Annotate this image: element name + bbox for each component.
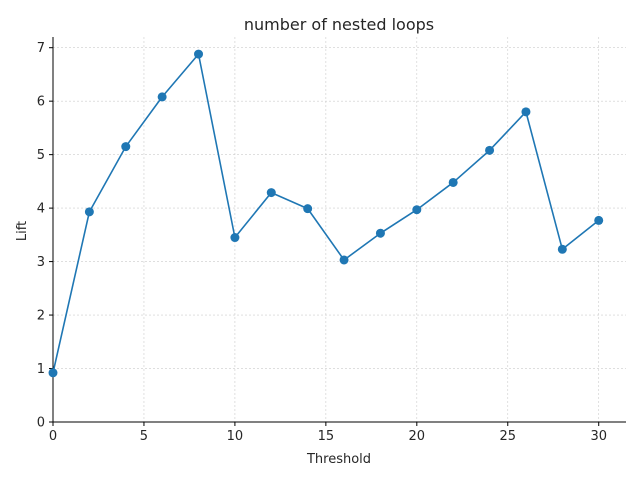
x-tick-label: 10 <box>227 429 244 444</box>
x-tick-label: 15 <box>318 429 335 444</box>
y-tick-label: 1 <box>37 362 45 377</box>
x-tick-label: 0 <box>49 429 57 444</box>
data-point <box>594 215 604 225</box>
series-line <box>52 53 600 373</box>
data-point <box>485 145 495 155</box>
y-tick-label: 6 <box>37 95 45 110</box>
data-point <box>157 92 167 102</box>
data-point <box>375 228 385 238</box>
x-axis-label: Threshold <box>306 452 371 467</box>
axes <box>52 37 626 423</box>
data-point <box>48 368 58 378</box>
y-axis-ticks: 0 1 2 3 4 5 6 7 <box>37 41 53 431</box>
data-point <box>448 177 458 187</box>
y-tick-label: 7 <box>37 41 45 56</box>
data-point <box>412 205 422 215</box>
y-tick-label: 0 <box>37 416 45 431</box>
x-tick-label: 30 <box>590 429 607 444</box>
data-point <box>339 255 349 265</box>
x-tick-label: 5 <box>140 429 148 444</box>
data-series <box>48 49 604 378</box>
y-tick-label: 4 <box>37 202 45 217</box>
y-axis-label: Lift <box>15 221 30 241</box>
data-point <box>303 204 313 214</box>
y-tick-label: 3 <box>37 255 45 270</box>
y-tick-label: 2 <box>37 309 45 324</box>
data-point <box>557 244 567 254</box>
data-point <box>121 142 131 152</box>
y-tick-label: 5 <box>37 148 45 163</box>
data-point <box>521 107 531 117</box>
x-tick-label: 20 <box>409 429 426 444</box>
data-point <box>230 233 240 243</box>
grid-lines <box>52 37 626 423</box>
data-point <box>84 207 94 217</box>
x-tick-label: 25 <box>499 429 516 444</box>
chart-title: number of nested loops <box>244 15 434 34</box>
data-point <box>266 188 276 198</box>
data-point <box>194 49 204 59</box>
x-axis-ticks: 0 5 10 15 20 25 30 <box>49 422 607 444</box>
